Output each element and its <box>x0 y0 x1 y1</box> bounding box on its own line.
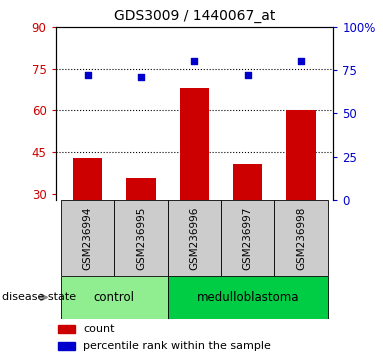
Point <box>192 58 198 64</box>
Text: medulloblastoma: medulloblastoma <box>196 291 299 304</box>
Text: percentile rank within the sample: percentile rank within the sample <box>83 341 271 351</box>
Bar <box>233 164 262 200</box>
Bar <box>286 110 316 200</box>
Bar <box>180 88 209 200</box>
Text: GSM236994: GSM236994 <box>83 206 93 270</box>
Bar <box>168 276 328 319</box>
Title: GDS3009 / 1440067_at: GDS3009 / 1440067_at <box>114 9 275 23</box>
Text: GSM236995: GSM236995 <box>136 206 146 270</box>
Bar <box>61 200 114 276</box>
Bar <box>168 200 221 276</box>
Point <box>298 58 304 64</box>
Text: count: count <box>83 324 115 334</box>
Bar <box>58 342 75 350</box>
Text: GSM236998: GSM236998 <box>296 206 306 270</box>
Point <box>245 72 251 78</box>
Point <box>138 74 144 80</box>
Text: disease state: disease state <box>2 292 76 302</box>
Point <box>85 72 91 78</box>
Bar <box>114 200 168 276</box>
Text: GSM236996: GSM236996 <box>189 206 200 270</box>
Bar <box>73 158 102 200</box>
Bar <box>58 325 75 333</box>
Text: control: control <box>94 291 135 304</box>
Bar <box>275 200 328 276</box>
Bar <box>221 200 275 276</box>
Bar <box>126 178 155 200</box>
Bar <box>61 276 168 319</box>
Text: GSM236997: GSM236997 <box>243 206 253 270</box>
